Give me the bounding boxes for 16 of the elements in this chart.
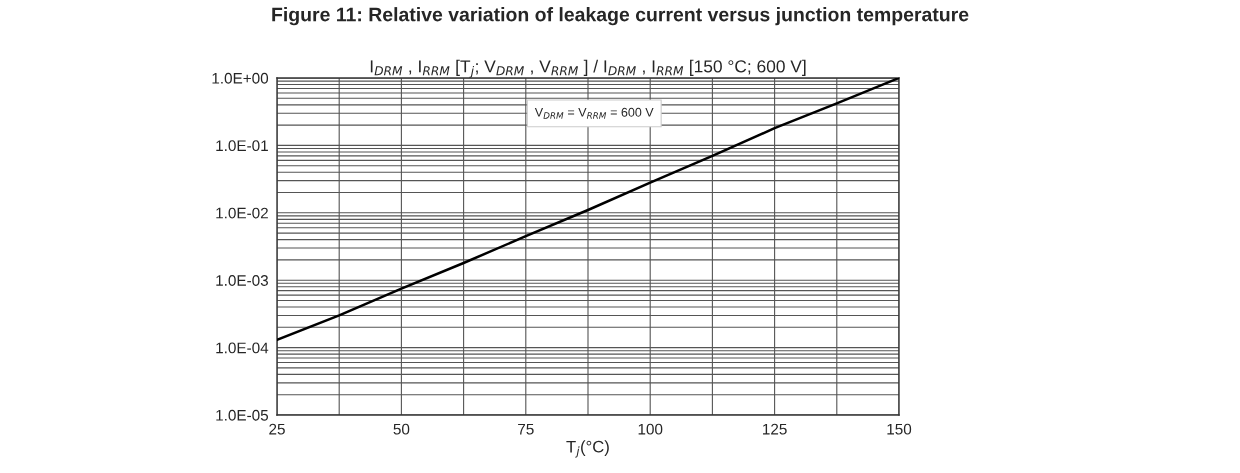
x-tick-label: 100 [638,423,663,435]
y-tick-label: 1.0E-05 [216,409,269,421]
x-tick-label: 125 [763,423,787,435]
x-tick-label: 75 [518,423,534,435]
y-tick-label: 1.0E-04 [216,342,269,354]
x-tick-label: 50 [393,423,410,435]
annotation: V$_{DRM}$ = V$_{RRM}$ = 600 V [534,107,654,119]
y-tick-label: 1.0E+00 [212,72,269,84]
y-tick-label: 1.0E-03 [216,275,268,286]
x-tick-label: 150 [887,423,912,435]
text: I$_{DRM}$ , I$_{RRM}$ [T$_{j}$; V$_{DRM}$ , V$_{RRM}$ ] / I$_{DRM}$ , I$_{RRM}$ [150 °C; 600 V] [370,59,806,78]
chart-title: Figure 11: Relative variation of leakage current versus junction temperature [272,7,969,26]
y-tick-label: 1.0E-01 [216,140,268,152]
x-tick-label: 25 [269,423,285,435]
x-axis-title: T$_{j}$(°C) [566,440,609,458]
y-tick-label: 1.0E-02 [216,207,268,219]
